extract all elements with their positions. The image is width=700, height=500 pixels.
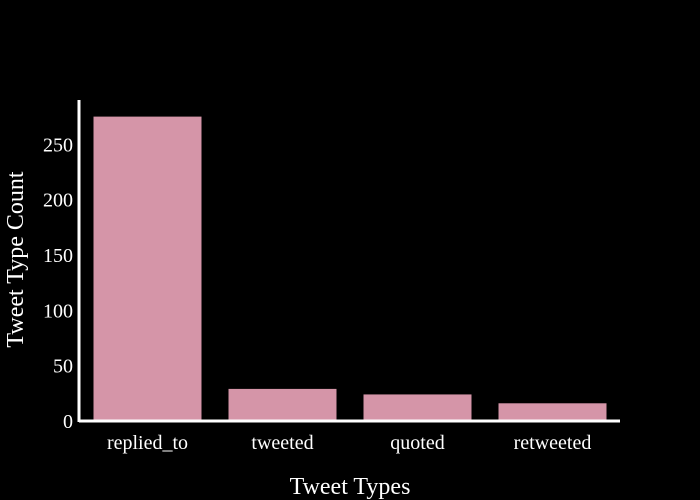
bar-tweeted: [228, 388, 337, 421]
x-tick-labels: replied_to tweeted quoted retweeted: [107, 432, 591, 454]
bar-retweeted: [498, 403, 607, 421]
bar-replied-to: [93, 116, 202, 421]
x-axis-title: Tweet Types: [290, 474, 411, 500]
x-tick-label: retweeted: [514, 432, 592, 454]
x-tick-label: tweeted: [251, 432, 313, 454]
y-tick-label: 100: [43, 300, 73, 322]
y-tick-labels: 0 50 100 150 200 250: [43, 134, 73, 433]
bars-group: [93, 116, 607, 421]
y-axis-title: Tweet Type Count: [3, 171, 29, 348]
y-tick-label: 200: [43, 190, 73, 212]
x-tick-label: quoted: [390, 432, 444, 454]
y-tick-label: 250: [43, 134, 73, 156]
x-tick-label: replied_to: [107, 432, 188, 454]
y-tick-label: 150: [43, 245, 73, 267]
y-tick-label: 0: [63, 411, 73, 433]
y-tick-label: 50: [53, 356, 73, 378]
bar-quoted: [363, 394, 472, 421]
